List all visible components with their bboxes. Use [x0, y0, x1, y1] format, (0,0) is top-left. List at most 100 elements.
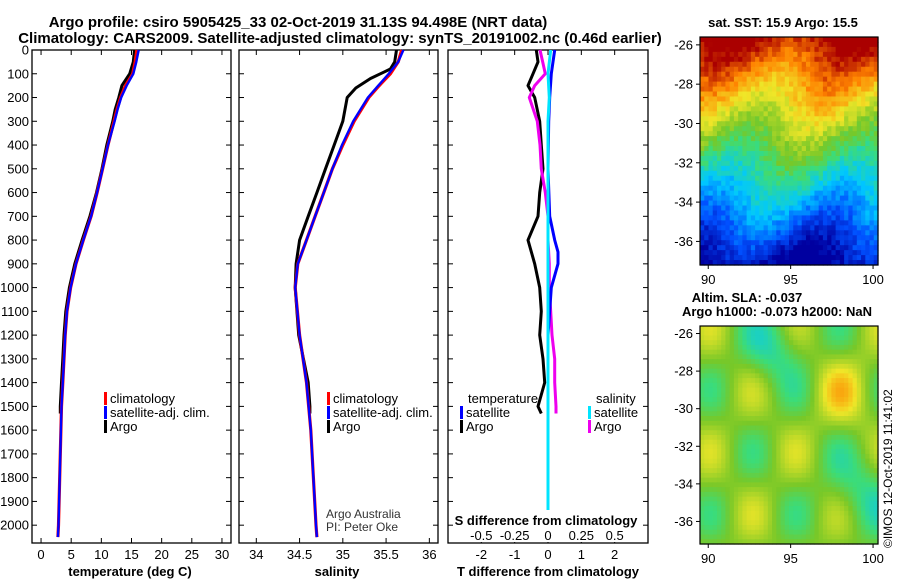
sst-map-cell [763, 66, 769, 73]
sla-map-cell [767, 472, 773, 479]
sst-map-cell [767, 190, 773, 197]
sla-map-cell [742, 420, 748, 427]
sst-map-cell [852, 180, 858, 187]
sla-map-cell [746, 458, 752, 465]
sla-map-cell [844, 510, 849, 517]
sst-map-cell [776, 51, 782, 58]
sla-map-cell [793, 326, 799, 332]
sst-map-cell [793, 141, 799, 147]
sst-map-cell [873, 220, 879, 226]
sst-map-cell [759, 240, 765, 246]
sst-map-cell [818, 225, 824, 231]
sst-map-cell [789, 250, 794, 256]
sst-map-cell [716, 250, 722, 256]
sst-map-cell [856, 250, 862, 256]
sla-map-cell [861, 392, 866, 398]
sla-map-cell [772, 349, 777, 356]
sla-map-cell [848, 496, 854, 502]
sst-map-cell [818, 66, 824, 73]
sst-map-cell [814, 180, 820, 187]
sla-map-cell [772, 463, 777, 469]
sst-map-cell [801, 126, 807, 132]
sst-map-cell [856, 146, 862, 152]
sst-map-cell [805, 131, 811, 137]
sst-map-cell [789, 126, 794, 132]
sla-map-cell [784, 373, 790, 379]
sla-map-cell [797, 406, 803, 412]
sst-map-cell [789, 61, 794, 68]
sst-map-cell [793, 205, 799, 212]
sla-map-cell [767, 534, 773, 540]
sla-map-cell [801, 534, 807, 540]
sla-map-cell [822, 439, 828, 446]
sla-map-cell [827, 378, 832, 384]
sst-map-cell [780, 185, 786, 192]
sla-map-cell [700, 515, 705, 521]
sst-map-cell [700, 91, 705, 98]
sla-map-cell [789, 330, 794, 337]
sla-map-cell [856, 340, 862, 346]
sst-map-cell [784, 200, 790, 207]
sst-map-cell [742, 210, 748, 217]
sst-map-cell [814, 260, 820, 266]
sla-map-cell [733, 401, 739, 408]
sst-map-cell [708, 160, 714, 167]
sla-map-cell [716, 382, 722, 389]
sla-map-cell [733, 472, 739, 479]
sla-map-cell [873, 430, 879, 436]
sla-map-cell [784, 453, 790, 460]
sla-map-cell [750, 463, 756, 469]
sla-map-cell [873, 534, 879, 540]
sst-map-cell [822, 37, 828, 43]
sla-map-cell [861, 335, 866, 341]
sst-map-cell [746, 131, 752, 137]
sst-map-cell [738, 220, 743, 226]
sst-map-cell [780, 170, 786, 177]
sla-map-cell [725, 425, 731, 431]
sst-map-cell [738, 155, 743, 162]
sla-map-cell [742, 373, 748, 379]
sla-map-cell [767, 463, 773, 469]
sla-map-cell [780, 406, 786, 412]
sla-map-cell [704, 359, 710, 365]
sla-map-cell [848, 340, 854, 346]
sst-map-cell [716, 210, 722, 217]
sst-map-cell [776, 260, 782, 266]
sst-map-cell [712, 260, 718, 266]
sla-map-cell [873, 501, 879, 507]
sst-map-cell [822, 71, 828, 78]
sst-map-cell [742, 71, 748, 78]
sst-map-cell [763, 205, 769, 212]
sst-map-cell [716, 126, 722, 132]
sla-map-cell [801, 501, 807, 507]
sst-map-cell [814, 160, 820, 167]
sst-map-cell [810, 235, 816, 241]
sla-map-cell [810, 510, 816, 517]
sst-map-cell [772, 121, 777, 127]
sla-map-cell [831, 425, 837, 431]
sla-map-cell [852, 529, 858, 536]
sla-map-cell [835, 534, 841, 540]
sla-map-cell [801, 330, 807, 337]
sst-map-cell [810, 225, 816, 231]
sst-map-cell [827, 240, 832, 246]
sst-map-cell [759, 165, 765, 172]
sst-map-cell [852, 146, 858, 152]
sst-map-cell [725, 141, 731, 147]
sla-map-cell [801, 449, 807, 455]
sst-map-cell [776, 136, 782, 142]
sla-map-cell [759, 359, 765, 365]
sla-map-cell [742, 468, 748, 474]
sst-map-cell [818, 190, 824, 197]
sla-map-cell [704, 510, 710, 517]
sst-map-cell [738, 51, 743, 58]
sst-map-cell [865, 235, 871, 241]
sla-map-cell [810, 368, 816, 374]
sst-map-cell [725, 101, 731, 107]
depth-tick-label: 1700 [0, 446, 29, 461]
sst-map-cell [793, 260, 799, 266]
sst-map-cell [805, 56, 811, 63]
sst-map-cell [827, 151, 832, 157]
sla-map-cell [738, 382, 743, 389]
sla-map-cell [738, 335, 743, 341]
